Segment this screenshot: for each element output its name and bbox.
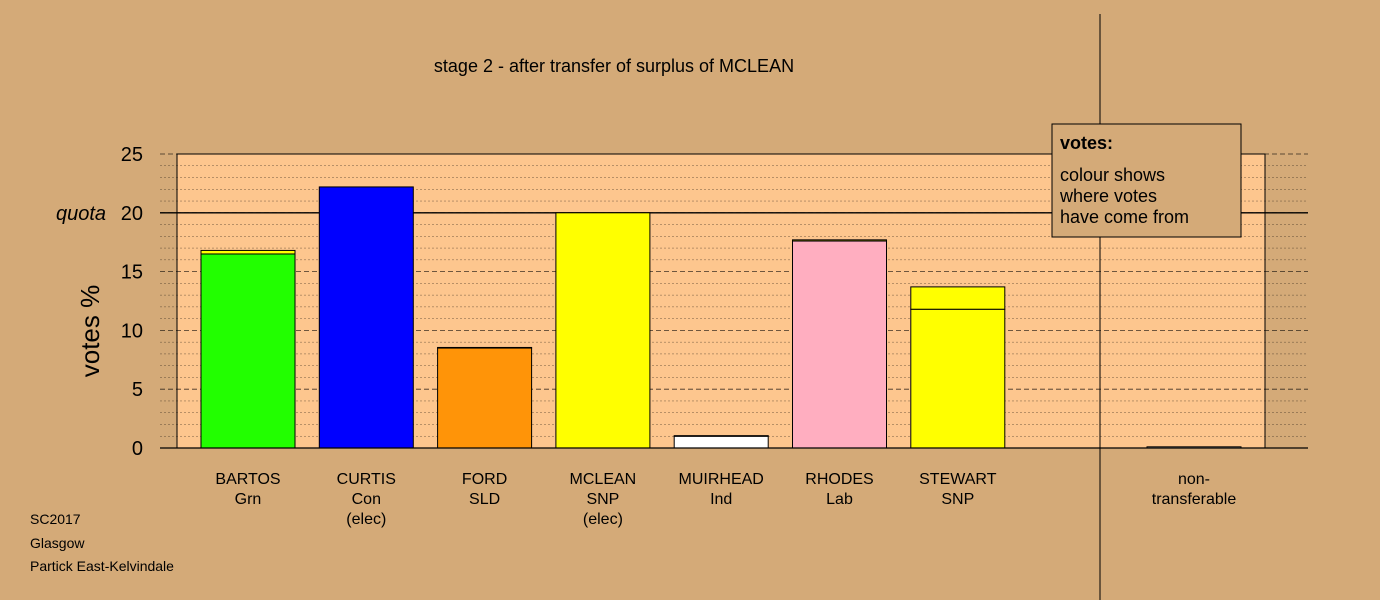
x-label-name: RHODES (805, 471, 873, 488)
legend-box (1051, 123, 1242, 238)
footer-ward: Partick East-Kelvindale (30, 558, 174, 574)
x-label-status: (elec) (346, 511, 386, 528)
bar-stewart-segment-1 (910, 308, 1006, 449)
x-label-name: FORD (462, 471, 507, 488)
x-label-party: Grn (235, 491, 262, 508)
x-label-party: SNP (941, 491, 974, 508)
y-tick-label: 25 (121, 144, 143, 166)
legend-title: votes: (1060, 133, 1113, 153)
bar-mclean-segment-1 (555, 212, 651, 449)
x-label-party: SNP (586, 491, 619, 508)
x-label-name: MCLEAN (570, 471, 637, 488)
x-label-party: Ind (710, 491, 732, 508)
quota-label: quota (56, 203, 106, 225)
y-tick-label: 5 (132, 379, 143, 401)
bar-bartos-segment-2 (200, 249, 296, 255)
bar-curtis-segment-1 (318, 186, 414, 449)
y-axis-label: votes % (75, 285, 105, 378)
bar-rhodes-segment-1 (792, 240, 887, 449)
y-tick-label: 20 (121, 203, 143, 225)
bar-muirhead-segment-2 (673, 435, 769, 437)
legend-line-3: have come from (1060, 207, 1189, 227)
bar-ford-segment-1 (437, 347, 533, 449)
x-label-name: MUIRHEAD (679, 471, 764, 488)
legend: votes: colour shows where votes have com… (1051, 123, 1242, 238)
bar-bartos-segment-1 (200, 253, 296, 449)
y-tick-label: 0 (132, 438, 143, 460)
bar-rhodes-segment-2 (792, 239, 887, 242)
x-label-status: (elec) (583, 511, 623, 528)
chart-title: stage 2 - after transfer of surplus of M… (434, 56, 794, 76)
x-label-name: BARTOS (215, 471, 280, 488)
bar-stewart-segment-2 (910, 286, 1006, 310)
footer-council: Glasgow (30, 535, 85, 551)
x-label-name: CURTIS (337, 471, 396, 488)
x-label-party: SLD (469, 491, 500, 508)
y-tick-label: 15 (121, 262, 143, 284)
legend-line-2: where votes (1059, 186, 1157, 206)
bar-muirhead-segment-1 (673, 435, 769, 449)
x-label-name: STEWART (919, 471, 997, 488)
legend-line-1: colour shows (1060, 165, 1165, 185)
x-label-nontransferable-2: transferable (1152, 491, 1237, 508)
x-label-party: Con (352, 491, 381, 508)
x-label-nontransferable-1: non- (1178, 471, 1210, 488)
footer-election: SC2017 (30, 511, 81, 527)
bar-ford-segment-2 (437, 346, 533, 349)
x-label-party: Lab (826, 491, 853, 508)
plot-area: 0 5 10 15 20 25 quota BARTOS Grn CURTIS Con (elec) F… (56, 14, 1308, 600)
y-tick-label: 10 (121, 320, 143, 342)
